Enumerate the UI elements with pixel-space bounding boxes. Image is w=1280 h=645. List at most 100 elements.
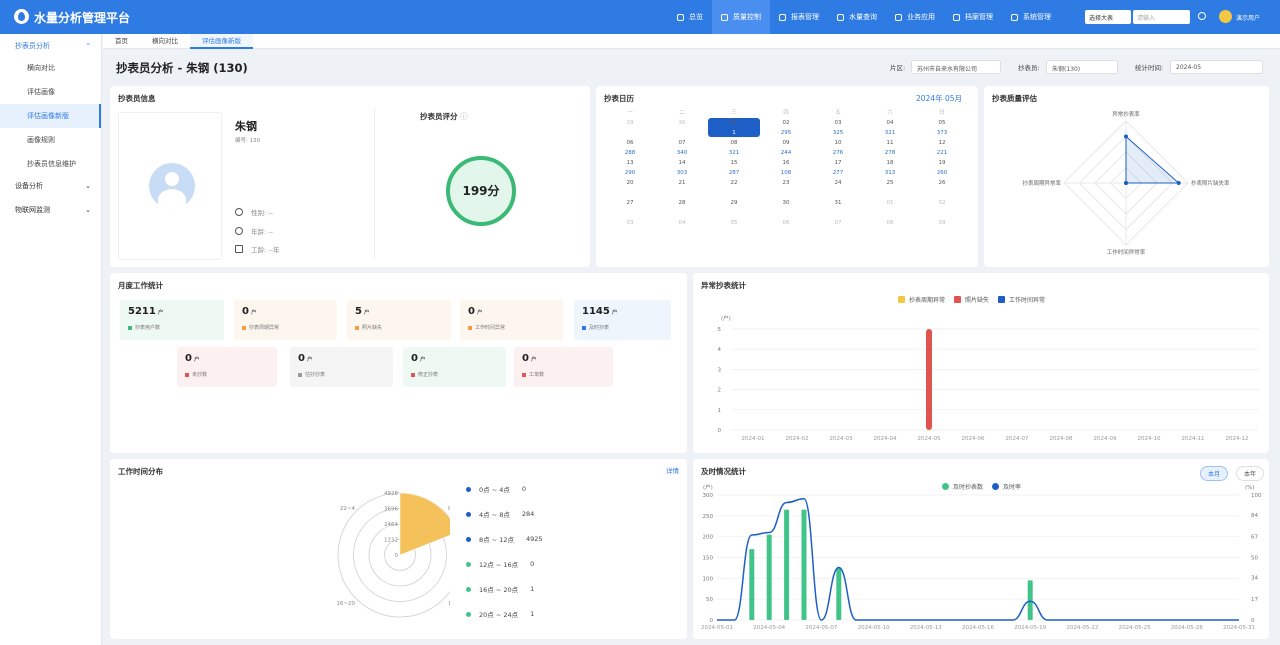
detail-link[interactable]: 详情 bbox=[666, 467, 679, 475]
sidebar-group-device-analysis[interactable]: 设备分析 ⌄ bbox=[0, 176, 101, 196]
calendar-cell[interactable]: 288 bbox=[624, 150, 636, 156]
calendar-cell[interactable] bbox=[604, 128, 656, 138]
month-toggle-button[interactable]: 本月 bbox=[1200, 466, 1229, 481]
calendar-cell[interactable]: 20 bbox=[626, 180, 634, 186]
stat-card[interactable]: 0 户抄表周期异常 bbox=[234, 300, 337, 340]
calendar-cell[interactable] bbox=[812, 208, 864, 218]
nav-item-4[interactable]: 业务应用 bbox=[886, 0, 944, 34]
stat-card[interactable]: 1145 户及时抄表 bbox=[574, 300, 671, 340]
header-search-input[interactable]: 请输入 bbox=[1133, 10, 1190, 24]
stat-card[interactable]: 0 户工作时间异常 bbox=[460, 300, 563, 340]
meter-select[interactable]: 选择大表 bbox=[1085, 10, 1131, 24]
calendar-cell[interactable]: 221 bbox=[936, 150, 948, 156]
calendar-cell[interactable]: 07 bbox=[834, 220, 842, 226]
calendar-cell[interactable] bbox=[708, 208, 760, 218]
calendar-cell[interactable] bbox=[916, 208, 968, 218]
timely-bar[interactable] bbox=[784, 509, 790, 620]
calendar-cell[interactable]: 09 bbox=[938, 220, 946, 226]
calendar-cell[interactable]: 21 bbox=[678, 180, 686, 186]
calendar-cell[interactable]: 06 bbox=[626, 140, 634, 146]
search-icon[interactable] bbox=[1198, 12, 1206, 20]
timely-bar[interactable] bbox=[836, 567, 842, 620]
stat-card[interactable]: 5 户照片缺失 bbox=[347, 300, 451, 340]
legend-item[interactable]: 及时率 bbox=[992, 482, 1021, 491]
calendar-cell[interactable]: 13 bbox=[626, 160, 634, 166]
legend-item[interactable]: 照片缺失 bbox=[954, 295, 989, 304]
calendar-cell[interactable]: 05 bbox=[730, 220, 738, 226]
calendar-cell[interactable]: 02 bbox=[938, 200, 946, 206]
calendar-cell[interactable]: 29 bbox=[730, 200, 738, 206]
calendar-cell[interactable]: 276 bbox=[832, 150, 844, 156]
calendar-cell[interactable]: 277 bbox=[832, 170, 844, 176]
calendar-cell[interactable]: 244 bbox=[780, 150, 792, 156]
calendar-cell[interactable] bbox=[604, 188, 656, 198]
calendar-cell[interactable]: 04 bbox=[886, 120, 894, 126]
calendar-cell[interactable]: 24 bbox=[834, 180, 842, 186]
calendar-cell[interactable]: 108 bbox=[780, 170, 792, 176]
calendar-cell[interactable]: 295 bbox=[780, 130, 792, 136]
calendar-cell[interactable]: 25 bbox=[886, 180, 894, 186]
reader-filter-select[interactable]: 朱钢(130) bbox=[1046, 60, 1118, 74]
info-icon[interactable]: ⓘ bbox=[460, 112, 468, 121]
time-filter-picker[interactable]: 2024-05 bbox=[1170, 60, 1263, 74]
calendar-selected-day[interactable] bbox=[708, 118, 760, 137]
nav-item-0[interactable]: 总览 bbox=[668, 0, 712, 34]
calendar-cell[interactable] bbox=[656, 128, 708, 138]
calendar-cell[interactable]: 278 bbox=[884, 150, 896, 156]
stat-card[interactable]: 0 户估抄抄表 bbox=[290, 347, 393, 387]
calendar-cell[interactable]: 04 bbox=[678, 220, 686, 226]
sidebar-group-reader-analysis[interactable]: 抄表员分析 ⌃ bbox=[0, 36, 101, 56]
calendar-cell[interactable]: 29 bbox=[626, 120, 634, 126]
calendar-cell[interactable] bbox=[812, 188, 864, 198]
calendar-cell[interactable]: 373 bbox=[936, 130, 948, 136]
calendar-cell[interactable] bbox=[864, 208, 916, 218]
calendar-cell[interactable]: 27 bbox=[626, 200, 634, 206]
stat-card[interactable]: 0 户工单数 bbox=[514, 347, 613, 387]
calendar-cell[interactable]: 17 bbox=[834, 160, 842, 166]
nav-item-1[interactable]: 质量控制 bbox=[712, 0, 770, 34]
bar-照片缺失[interactable] bbox=[926, 329, 932, 430]
tab-horizontal-compare[interactable]: 横向对比 bbox=[152, 37, 178, 45]
calendar-cell[interactable]: 11 bbox=[886, 140, 894, 146]
sidebar-group-iot-monitoring[interactable]: 物联网监测 ⌄ bbox=[0, 200, 101, 220]
stat-card[interactable]: 0 户未抄数 bbox=[177, 347, 277, 387]
user-name[interactable]: 演示用户 bbox=[1236, 15, 1261, 22]
calendar-cell[interactable]: 31 bbox=[834, 200, 842, 206]
calendar-cell[interactable] bbox=[656, 208, 708, 218]
nav-item-2[interactable]: 报表管理 bbox=[770, 0, 828, 34]
area-filter-select[interactable]: 苏州市自来水有限公司 bbox=[911, 60, 1001, 74]
calendar-cell[interactable] bbox=[604, 208, 656, 218]
calendar-cell[interactable]: 10 bbox=[834, 140, 842, 146]
calendar-cell[interactable]: 22 bbox=[730, 180, 738, 186]
calendar-cell[interactable]: 09 bbox=[782, 140, 790, 146]
calendar-cell[interactable]: 325 bbox=[832, 130, 844, 136]
calendar-cell[interactable]: 30 bbox=[678, 120, 686, 126]
sidebar-item-portrait-rules[interactable]: 画像规则 bbox=[27, 136, 55, 144]
calendar-cell[interactable] bbox=[864, 188, 916, 198]
calendar-cell[interactable]: 01 bbox=[730, 120, 738, 126]
tab-portrait-new[interactable]: 评估画像新版 bbox=[190, 34, 253, 49]
calendar-cell[interactable]: 12 bbox=[938, 140, 946, 146]
calendar-cell[interactable]: 30 bbox=[782, 200, 790, 206]
year-toggle-button[interactable]: 本年 bbox=[1236, 466, 1265, 481]
stat-card[interactable]: 0 户修正抄表 bbox=[403, 347, 506, 387]
calendar-cell[interactable] bbox=[760, 188, 812, 198]
avatar[interactable] bbox=[1219, 10, 1232, 23]
sidebar-item-reader-maintenance[interactable]: 抄表员信息维护 bbox=[27, 160, 76, 168]
calendar-cell[interactable]: 340 bbox=[676, 150, 688, 156]
calendar-month[interactable]: 2024年 05月 bbox=[915, 94, 962, 103]
calendar-cell[interactable]: 313 bbox=[884, 170, 896, 176]
nav-item-5[interactable]: 档案管理 bbox=[944, 0, 1002, 34]
timely-bar[interactable] bbox=[1027, 580, 1033, 620]
calendar-cell[interactable]: 287 bbox=[728, 170, 740, 176]
sidebar-item-horizontal-compare[interactable]: 横向对比 bbox=[27, 64, 55, 72]
legend-item[interactable]: 抄表周期异常 bbox=[898, 295, 945, 304]
calendar-cell[interactable]: 14 bbox=[678, 160, 686, 166]
calendar-cell[interactable]: 03 bbox=[834, 120, 842, 126]
calendar-cell[interactable]: 05 bbox=[938, 120, 946, 126]
calendar-cell[interactable]: 23 bbox=[782, 180, 790, 186]
nav-item-3[interactable]: 水量查询 bbox=[828, 0, 886, 34]
calendar-cell[interactable]: 321 bbox=[728, 150, 740, 156]
tab-home[interactable]: 首页 bbox=[115, 37, 128, 45]
timely-bar[interactable] bbox=[801, 509, 807, 620]
